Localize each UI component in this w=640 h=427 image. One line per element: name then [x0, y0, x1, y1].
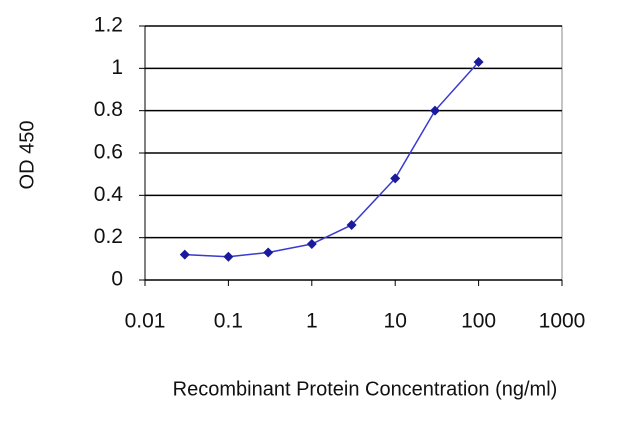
data-point [263, 247, 274, 258]
x-tick-label: 10 [384, 310, 407, 333]
data-point [473, 56, 484, 67]
x-tick-label: 1000 [539, 310, 586, 333]
data-point [306, 239, 317, 250]
y-tick-label: 1.2 [94, 14, 123, 37]
data-point [346, 219, 357, 230]
y-tick-label: 0 [111, 268, 123, 291]
data-point [429, 105, 440, 116]
y-tick-label: 0.8 [94, 98, 123, 121]
x-tick-label: 0.1 [214, 310, 243, 333]
x-tick-label: 100 [461, 310, 496, 333]
data-point [223, 251, 234, 262]
x-tick-label: 1 [306, 310, 318, 333]
y-tick-label: 1 [111, 56, 123, 79]
y-tick-label: 0.6 [94, 141, 123, 164]
series-line [184, 61, 480, 258]
y-axis-title: OD 450 [16, 121, 38, 190]
y-tick-label: 0.2 [94, 225, 123, 248]
x-tick-label: 0.01 [125, 310, 166, 333]
data-point [179, 249, 190, 260]
y-tick-label: 0.4 [94, 183, 124, 206]
data-point [390, 173, 401, 184]
x-axis-title: Recombinant Protein Concentration (ng/ml… [173, 378, 558, 400]
